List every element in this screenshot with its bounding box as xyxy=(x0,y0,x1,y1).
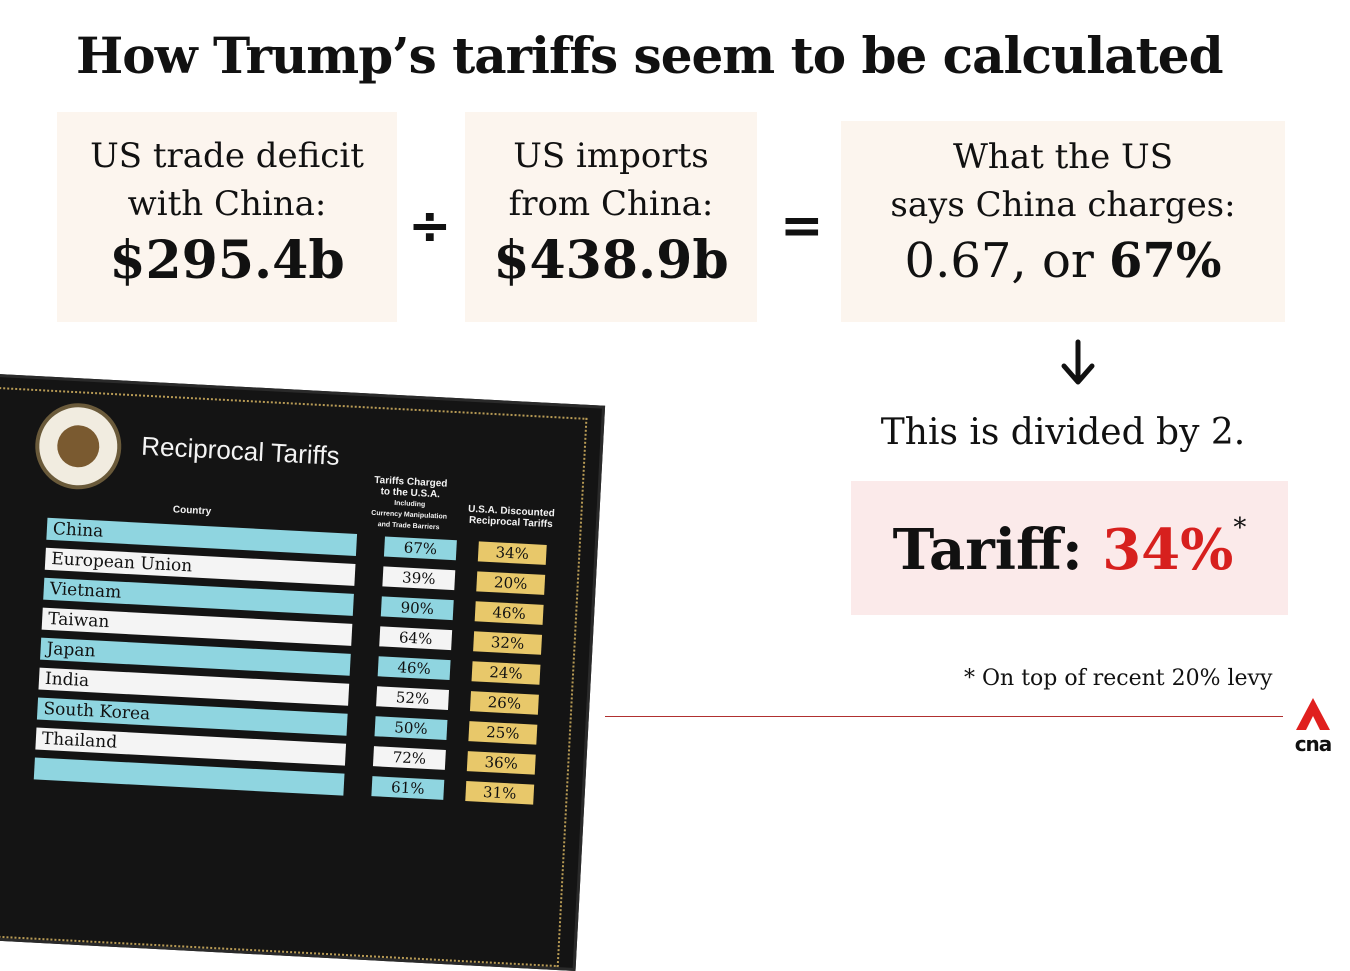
tariff-label: Tariff: xyxy=(892,517,1083,583)
board-discounted-cell: 36% xyxy=(466,751,536,775)
board-discounted-cell: 34% xyxy=(477,541,547,565)
board-discounted-cell: 25% xyxy=(468,721,538,745)
cna-logo: cna xyxy=(1290,696,1336,756)
result-label-line2: says China charges: xyxy=(890,185,1236,225)
equals-symbol: = xyxy=(780,196,824,256)
board-discounted-cell: 31% xyxy=(465,781,535,805)
imports-label-line1: US imports xyxy=(513,136,709,176)
board-discounted-cell: 24% xyxy=(471,661,541,685)
board-charged-cell: 67% xyxy=(383,536,457,561)
board-charged-cell: 46% xyxy=(377,656,451,681)
tariff-box: Tariff: 34%* xyxy=(851,481,1288,615)
board-discounted-cell: 26% xyxy=(469,691,539,715)
tariff-value: 34% xyxy=(1102,517,1234,583)
reciprocal-tariffs-board-photo: Reciprocal Tariffs Country Tariffs Charg… xyxy=(0,372,606,971)
trade-deficit-box: US trade deficit with China: $295.4b xyxy=(57,112,397,322)
tariff-line: Tariff: 34%* xyxy=(851,513,1288,583)
board-discounted-cell: 46% xyxy=(474,601,544,625)
board-charged-cell: 52% xyxy=(376,686,450,711)
cna-logo-mark-icon xyxy=(1296,698,1330,730)
deficit-label-line2: with China: xyxy=(127,184,327,224)
board-charged-cell: 39% xyxy=(382,566,456,591)
divided-by-two-text: This is divided by 2. xyxy=(880,412,1246,453)
board-discounted-cell: 32% xyxy=(473,631,543,655)
imports-box: US imports from China: $438.9b xyxy=(465,112,757,322)
cna-logo-text: cna xyxy=(1294,732,1333,756)
board-charged-cell: 72% xyxy=(372,746,446,770)
board-header-charged: Tariffs Charged to the U.S.A. Including … xyxy=(363,474,456,534)
result-value-bold: 67% xyxy=(1109,233,1222,289)
result-value-prefix: 0.67, or xyxy=(904,233,1110,289)
footnote: * On top of recent 20% levy xyxy=(964,666,1273,691)
board-charged-cell: 90% xyxy=(380,596,454,621)
divide-symbol: ÷ xyxy=(408,196,452,256)
deficit-value: $295.4b xyxy=(109,230,345,291)
result-label-line1: What the US xyxy=(952,137,1174,177)
result-value: 0.67, or 67% xyxy=(841,229,1285,293)
board-charged-cell: 61% xyxy=(371,776,445,800)
board-charged-cell: 50% xyxy=(374,716,448,740)
imports-value: $438.9b xyxy=(493,230,729,291)
tariff-asterisk: * xyxy=(1233,513,1247,543)
divider-line xyxy=(605,716,1283,717)
deficit-label-line1: US trade deficit xyxy=(90,136,364,176)
board-charged-cell: 64% xyxy=(379,626,453,651)
result-box: What the US says China charges: 0.67, or… xyxy=(841,121,1285,322)
imports-label-line2: from China: xyxy=(508,184,714,224)
board-discounted-cell: 20% xyxy=(476,571,546,595)
page-title: How Trump’s tariffs seem to be calculate… xyxy=(76,26,1224,85)
down-arrow-icon xyxy=(1061,339,1095,385)
